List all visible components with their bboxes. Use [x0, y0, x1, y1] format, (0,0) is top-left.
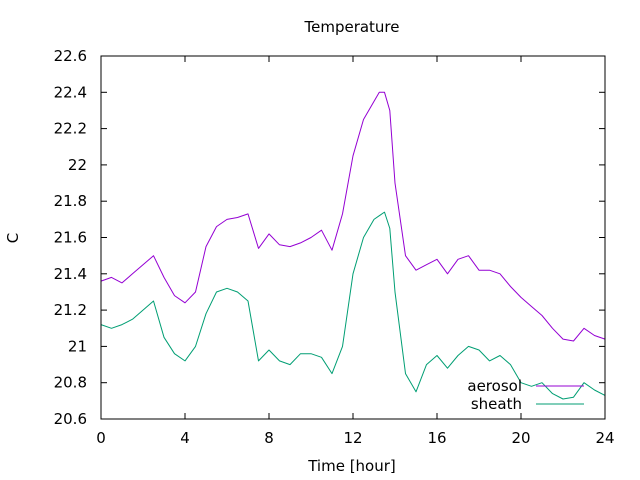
- legend-label-sheath: sheath: [471, 395, 522, 413]
- y-tick-label: 22.2: [54, 120, 87, 138]
- y-tick-label: 20.6: [54, 410, 87, 428]
- series-line-aerosol: [100, 91, 606, 342]
- y-tick-label: 21.4: [54, 265, 87, 283]
- x-tick-label: 0: [96, 429, 106, 447]
- series-line-sheath: [100, 211, 606, 400]
- x-tick-label: 24: [595, 429, 614, 447]
- series-lines: [100, 91, 606, 400]
- y-tick-label: 22.4: [54, 83, 87, 101]
- x-tick-label: 16: [427, 429, 446, 447]
- x-tick-label: 12: [343, 429, 362, 447]
- plot-frame: [100, 55, 606, 420]
- y-tick-label: 22.6: [54, 47, 87, 65]
- y-tick-label: 21.2: [54, 301, 87, 319]
- y-tick-label: 21.8: [54, 192, 87, 210]
- x-tick-label: 4: [180, 429, 190, 447]
- y-tick-label: 22: [68, 156, 87, 174]
- y-tick-label: 21: [68, 337, 87, 355]
- x-tick-label: 20: [511, 429, 530, 447]
- y-tick-label: 20.8: [54, 374, 87, 392]
- x-tick-label: 8: [264, 429, 274, 447]
- axis-ticks: 0 4 8 12 16 20 24 20.6 20.8 21 21.2 21.4 21.6 21.8 22 2…: [54, 47, 615, 447]
- chart-title: Temperature: [303, 18, 399, 36]
- legend-label-aerosol: aerosol: [467, 377, 522, 395]
- x-axis-label: Time [hour]: [307, 457, 396, 475]
- y-axis-label: C: [4, 233, 22, 243]
- y-tick-label: 21.6: [54, 229, 87, 247]
